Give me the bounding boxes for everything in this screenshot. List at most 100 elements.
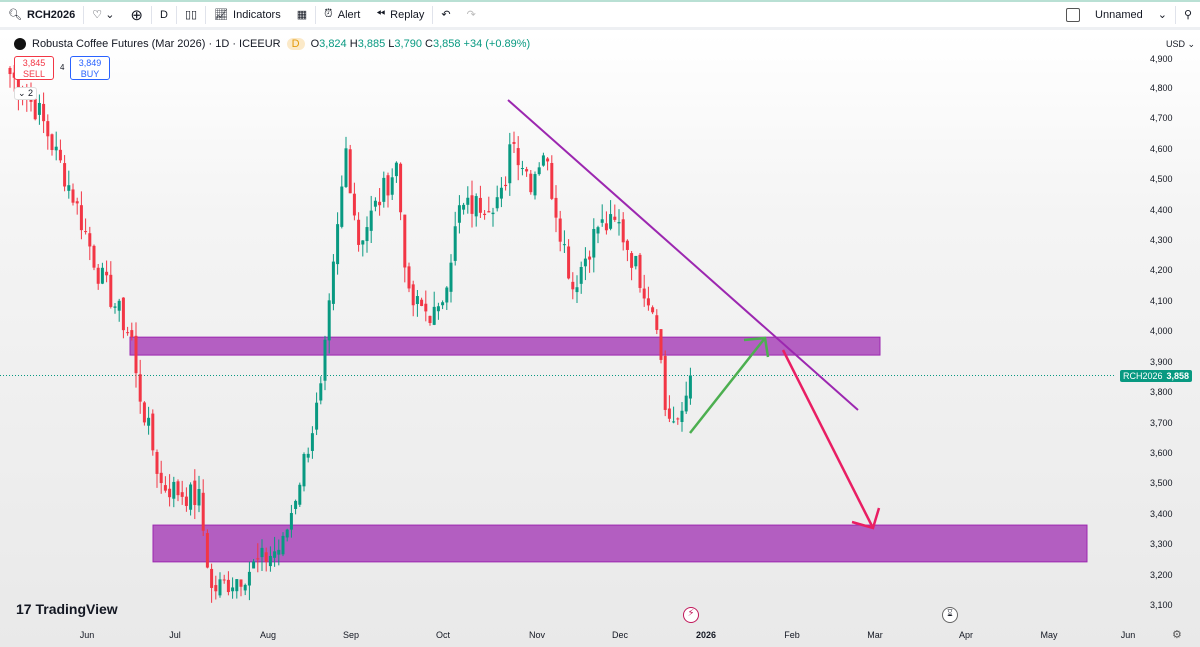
- alert-label: Alert: [337, 8, 361, 21]
- layout-button[interactable]: Unnamed ⌄: [1058, 2, 1175, 27]
- candle-body: [210, 568, 214, 588]
- candle-body: [495, 197, 499, 209]
- candle-body: [46, 121, 50, 137]
- candle-body: [688, 375, 692, 399]
- quick-search-button[interactable]: ⚲: [1176, 2, 1200, 27]
- y-tick-label: 3,700: [1150, 417, 1173, 428]
- candle-body: [487, 211, 491, 213]
- candle-body: [659, 329, 663, 360]
- candle-body: [327, 300, 331, 341]
- candle-body: [432, 306, 436, 325]
- y-tick-label: 4,400: [1150, 204, 1173, 215]
- chevron-down-icon: ⌄: [1157, 9, 1167, 21]
- candle-body: [403, 214, 407, 268]
- x-tick-label: Oct: [435, 630, 451, 640]
- x-tick-label: Mar: [867, 630, 883, 640]
- candle-body: [642, 288, 646, 299]
- candle-body: [357, 219, 361, 245]
- replay-label: Replay: [390, 8, 425, 21]
- candles-icon: ▯▯: [184, 9, 198, 21]
- candle-body: [319, 383, 323, 401]
- templates-button[interactable]: ▦: [289, 2, 315, 27]
- candle-body: [541, 155, 545, 166]
- candle-body: [289, 513, 293, 530]
- candle-body: [588, 256, 592, 260]
- redo-button[interactable]: ↷: [459, 2, 484, 27]
- candle-body: [600, 219, 604, 223]
- candle-body: [247, 571, 251, 586]
- candle-body: [134, 335, 138, 374]
- candle-body: [428, 315, 432, 323]
- candle-body: [676, 418, 680, 420]
- top-accent: [0, 0, 1200, 2]
- candle-body: [310, 433, 314, 451]
- candle-body: [121, 297, 125, 331]
- settings-gear-icon[interactable]: ⚙︎: [1172, 629, 1182, 641]
- candle-body: [256, 558, 260, 560]
- buy-button[interactable]: 3,849 BUY: [70, 56, 110, 80]
- earnings-event-icon[interactable]: ⌛︎: [942, 607, 958, 623]
- candle-body: [592, 228, 596, 258]
- candle-body: [151, 413, 155, 451]
- y-tick-label: 3,100: [1150, 599, 1173, 610]
- candle-body: [218, 579, 222, 596]
- candle-body: [239, 579, 243, 587]
- candle-body: [273, 551, 277, 558]
- candle-body: [184, 496, 188, 506]
- candle-body: [37, 102, 41, 115]
- chart-type-button[interactable]: ▯▯: [177, 2, 205, 27]
- event-lightning-icon[interactable]: ⚡︎: [683, 607, 699, 623]
- undo-button[interactable]: ↶: [433, 2, 458, 27]
- red-arrow: [781, 349, 875, 529]
- y-tick-label: 4,000: [1150, 326, 1173, 337]
- compare-button[interactable]: ⊕: [122, 2, 151, 27]
- candle-body: [655, 315, 659, 330]
- candle-body: [294, 500, 298, 509]
- candle-body: [222, 579, 226, 581]
- y-tick-label: 4,800: [1150, 83, 1173, 93]
- candle-body: [163, 485, 167, 491]
- watch-button[interactable]: ♡ ⌄: [84, 2, 122, 27]
- y-tick-label: 3,400: [1150, 508, 1173, 519]
- candle-body: [512, 142, 516, 144]
- candle-body: [306, 453, 310, 458]
- x-tick-label: Jun: [1120, 630, 1136, 640]
- candle-body: [382, 177, 386, 202]
- candle-body: [604, 223, 608, 231]
- sell-button[interactable]: 3,845 SELL: [14, 56, 54, 80]
- replay-button[interactable]: ⏪︎ Replay: [368, 2, 432, 27]
- candle-body: [478, 197, 482, 213]
- interval-button[interactable]: D: [160, 8, 168, 21]
- candle-body: [33, 98, 37, 120]
- red-arrow-head: [851, 507, 881, 530]
- candle-body: [96, 267, 100, 284]
- candle-body: [533, 174, 537, 196]
- tv-logo-icon: 17: [16, 601, 32, 617]
- candle-body: [264, 552, 268, 563]
- candle-body: [180, 492, 184, 497]
- collapse-indicators-button[interactable]: ⌄ 2: [14, 87, 38, 100]
- candle-body: [361, 240, 365, 245]
- candle-body: [567, 246, 571, 279]
- search-icon: 🔍︎: [8, 9, 22, 21]
- candle-body: [667, 408, 671, 419]
- candle-body: [630, 253, 634, 268]
- candle-body: [336, 224, 340, 265]
- candle-body: [546, 158, 550, 162]
- candle-body: [201, 492, 205, 531]
- grid-icon: ▦: [296, 9, 308, 21]
- symbol-search[interactable]: 🔍︎ RCH2026: [0, 2, 83, 27]
- candle-body: [537, 167, 541, 175]
- currency-selector[interactable]: USD ⌄: [1166, 39, 1196, 49]
- candle-body: [168, 488, 172, 498]
- candle-body: [79, 205, 83, 231]
- y-tick-label: 4,600: [1150, 143, 1173, 154]
- candle-body: [453, 226, 457, 261]
- candle-body: [457, 205, 461, 223]
- quick-search-icon: ⚲: [1183, 9, 1192, 21]
- alert-button[interactable]: ⏰︎ Alert: [316, 2, 368, 27]
- indicators-button[interactable]: 📈︎ Indicators: [206, 2, 289, 27]
- heart-icon: ♡ ⌄: [92, 9, 115, 21]
- trend-line: [507, 99, 859, 411]
